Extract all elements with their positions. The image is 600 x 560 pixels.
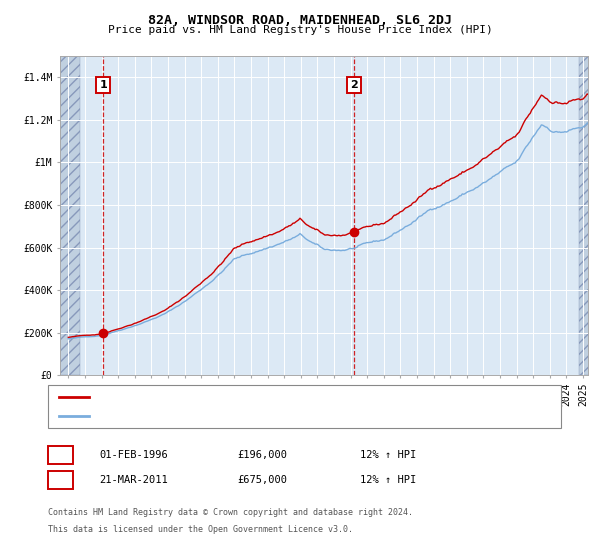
Text: Contains HM Land Registry data © Crown copyright and database right 2024.: Contains HM Land Registry data © Crown c…: [48, 508, 413, 517]
Text: This data is licensed under the Open Government Licence v3.0.: This data is licensed under the Open Gov…: [48, 525, 353, 534]
Bar: [579, 56, 597, 375]
Text: 1: 1: [57, 450, 64, 460]
Bar: [60, 56, 80, 375]
Text: 2: 2: [57, 475, 64, 485]
Text: 2: 2: [350, 80, 358, 90]
Bar: [60, 56, 80, 375]
Text: £675,000: £675,000: [237, 475, 287, 485]
Bar: [579, 56, 597, 375]
Text: 01-FEB-1996: 01-FEB-1996: [99, 450, 168, 460]
Text: £196,000: £196,000: [237, 450, 287, 460]
Text: HPI: Average price, detached house, Windsor and Maidenhead: HPI: Average price, detached house, Wind…: [93, 411, 434, 421]
Text: 12% ↑ HPI: 12% ↑ HPI: [360, 475, 416, 485]
Text: 82A, WINDSOR ROAD, MAIDENHEAD, SL6 2DJ: 82A, WINDSOR ROAD, MAIDENHEAD, SL6 2DJ: [148, 14, 452, 27]
Text: 21-MAR-2011: 21-MAR-2011: [99, 475, 168, 485]
Text: 82A, WINDSOR ROAD, MAIDENHEAD, SL6 2DJ (detached house): 82A, WINDSOR ROAD, MAIDENHEAD, SL6 2DJ (…: [93, 392, 416, 402]
Text: 1: 1: [99, 80, 107, 90]
Text: 12% ↑ HPI: 12% ↑ HPI: [360, 450, 416, 460]
Text: Price paid vs. HM Land Registry's House Price Index (HPI): Price paid vs. HM Land Registry's House …: [107, 25, 493, 35]
